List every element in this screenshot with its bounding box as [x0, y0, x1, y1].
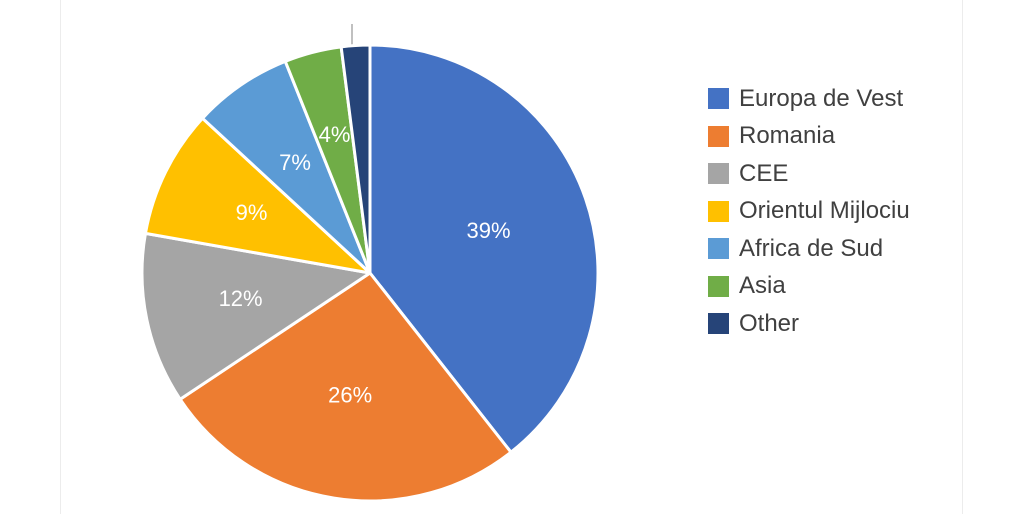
data-label-europa-de-vest: 39%: [466, 218, 510, 243]
data-label-africa-de-sud: 7%: [279, 150, 311, 175]
legend-swatch: [708, 313, 729, 335]
legend-label: Africa de Sud: [739, 234, 884, 262]
pie-slice-orientul-mijlociu: [143, 116, 372, 275]
legend-item-other: Other: [708, 305, 910, 343]
legend-item-romania: Romania: [708, 118, 910, 156]
data-label-asia: 4%: [319, 122, 351, 147]
legend-swatch: [708, 275, 729, 297]
pie-slices: [140, 43, 600, 503]
legend-label: CEE: [739, 159, 789, 187]
legend-swatch: [708, 125, 729, 147]
pie-slice-africa-de-sud: [201, 59, 372, 275]
legend-item-asia: Asia: [708, 268, 910, 306]
data-label-cee: 12%: [219, 286, 263, 311]
legend-swatch: [708, 200, 729, 222]
pie-slice-other: [339, 43, 372, 275]
pie-slice-romania: [178, 271, 513, 503]
pie-slice-cee: [140, 231, 372, 401]
legend-label: Europa de Vest: [739, 84, 904, 112]
legend-label: Asia: [739, 272, 786, 300]
legend-swatch: [708, 163, 729, 185]
data-label-romania: 26%: [328, 383, 372, 408]
left-frame-line: [60, 0, 61, 514]
legend-label: Orientul Mijlociu: [739, 197, 910, 225]
legend-item-orientul-mijlociu: Orientul Mijlociu: [708, 193, 910, 231]
legend-swatch: [708, 88, 729, 110]
right-frame-line: [962, 0, 963, 514]
legend-item-africa-de-sud: Africa de Sud: [708, 230, 910, 268]
legend-swatch: [708, 238, 729, 260]
legend-label: Other: [739, 309, 800, 337]
pie-labels: 39% 26% 12% 9% 7% 4%: [219, 122, 511, 408]
pie-slice-europa-de-vest: [368, 43, 600, 454]
legend-item-europa-de-vest: Europa de Vest: [708, 80, 910, 118]
legend-label: Romania: [739, 122, 836, 150]
legend-item-cee: CEE: [708, 155, 910, 193]
data-label-orientul-mijlociu: 9%: [236, 200, 268, 225]
legend: Europa de Vest Romania CEE Orientul Mijloci…: [708, 80, 910, 343]
